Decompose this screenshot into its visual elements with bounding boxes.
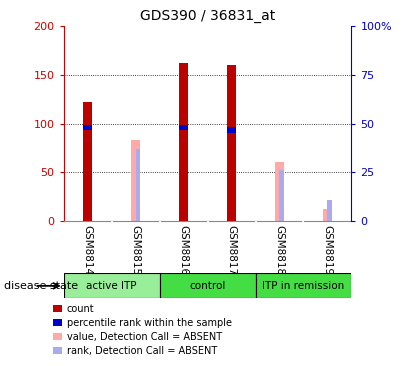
Bar: [131, 140, 140, 221]
Bar: [83, 124, 92, 130]
Bar: [179, 124, 188, 130]
Text: GSM8815: GSM8815: [131, 225, 141, 275]
Text: control: control: [189, 281, 226, 291]
Bar: [179, 63, 188, 221]
Text: disease state: disease state: [4, 281, 78, 291]
Text: GSM8816: GSM8816: [179, 225, 189, 275]
Bar: [64, 273, 159, 298]
Text: percentile rank within the sample: percentile rank within the sample: [67, 318, 231, 328]
Bar: [83, 102, 92, 221]
Text: count: count: [67, 304, 94, 314]
Bar: [159, 273, 256, 298]
Text: GSM8814: GSM8814: [83, 225, 92, 275]
Bar: [328, 200, 332, 221]
Bar: [256, 273, 351, 298]
Bar: [179, 63, 188, 221]
Text: ITP in remission: ITP in remission: [262, 281, 344, 291]
Bar: [275, 162, 284, 221]
Text: rank, Detection Call = ABSENT: rank, Detection Call = ABSENT: [67, 346, 217, 356]
Text: value, Detection Call = ABSENT: value, Detection Call = ABSENT: [67, 332, 222, 342]
Text: GSM8817: GSM8817: [226, 225, 236, 275]
Bar: [227, 127, 236, 133]
Text: GSM8818: GSM8818: [275, 225, 284, 275]
Bar: [279, 169, 284, 221]
Bar: [184, 127, 188, 221]
Text: active ITP: active ITP: [86, 281, 137, 291]
Bar: [323, 209, 332, 221]
Bar: [136, 149, 140, 221]
Title: GDS390 / 36831_at: GDS390 / 36831_at: [140, 9, 275, 23]
Bar: [227, 65, 236, 221]
Text: GSM8819: GSM8819: [323, 225, 332, 275]
